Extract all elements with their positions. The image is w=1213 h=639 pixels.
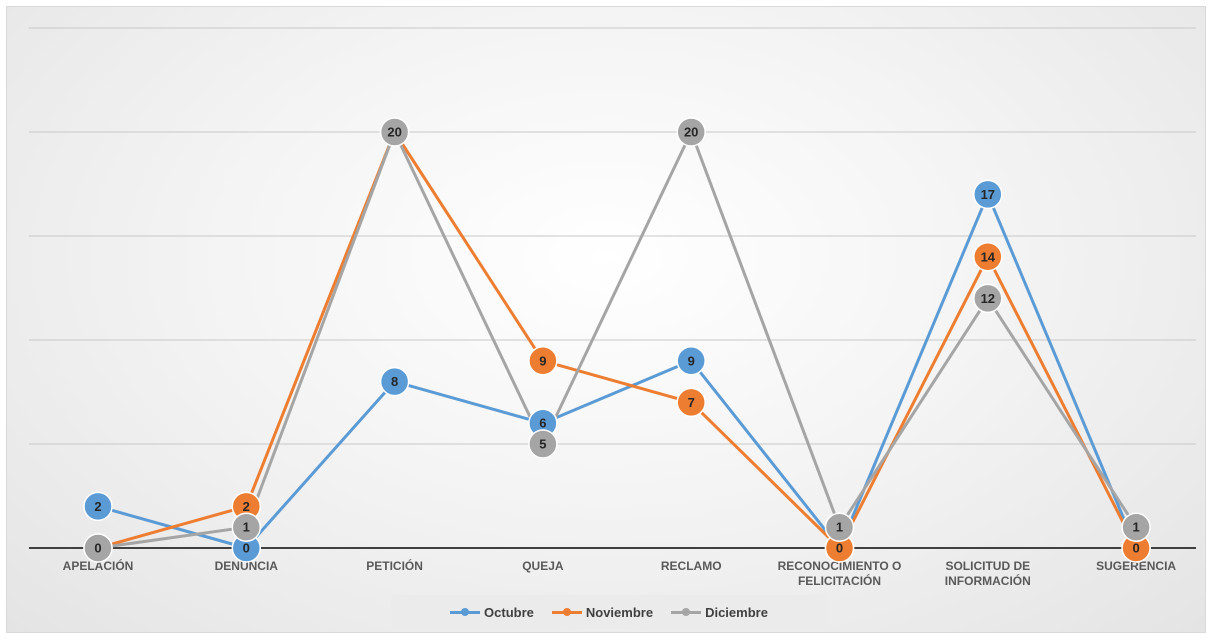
data-point: 20 xyxy=(676,117,706,147)
data-label: 8 xyxy=(391,374,398,389)
point-marker xyxy=(973,179,1003,210)
point-marker xyxy=(676,346,706,376)
data-label: 1 xyxy=(243,520,250,535)
data-point: 14 xyxy=(973,242,1003,272)
series-line-diciembre xyxy=(97,130,1138,550)
category-label: RECONOCIMIENTO O FELICITACIÓN xyxy=(778,559,902,588)
data-label: 7 xyxy=(688,395,695,410)
data-label: 1 xyxy=(836,520,843,535)
point-marker xyxy=(83,533,113,563)
point-marker xyxy=(1121,512,1151,542)
data-label: 0 xyxy=(836,541,843,556)
data-point: 6 xyxy=(528,408,558,438)
legend-item-octubre: Octubre xyxy=(450,605,534,620)
point-marker xyxy=(973,283,1003,314)
data-label: 5 xyxy=(539,437,546,452)
category-axis-labels: APELACIÓN DENUNCIA PETICIÓN QUEJA RECLAMO REC… xyxy=(63,558,1177,588)
point-marker xyxy=(973,242,1003,272)
point-marker xyxy=(83,491,113,522)
legend-swatch-octubre xyxy=(450,606,481,618)
legend-label-noviembre: Noviembre xyxy=(585,604,654,620)
data-point: 9 xyxy=(528,346,558,376)
category-label: RECLAMO xyxy=(661,559,722,573)
data-label: 0 xyxy=(1132,541,1139,556)
point-marker xyxy=(528,346,558,376)
chart-area xyxy=(6,6,1206,633)
data-label: 9 xyxy=(688,353,695,368)
category-label: APELACIÓN xyxy=(63,558,134,573)
data-label: 1 xyxy=(1132,520,1139,535)
data-point: 2 xyxy=(83,491,113,522)
point-marker xyxy=(676,117,706,147)
category-label: DENUNCIA xyxy=(215,559,279,573)
data-point: 0 xyxy=(83,533,113,563)
data-point: 1 xyxy=(231,512,262,542)
category-label: SUGERENCIA xyxy=(1096,559,1176,573)
series-lines xyxy=(97,130,1138,550)
series-line-noviembre xyxy=(97,130,1138,550)
data-label: 2 xyxy=(243,499,250,514)
data-point: 7 xyxy=(676,387,706,418)
category-label: QUEJA xyxy=(522,559,564,573)
legend-item-diciembre: Diciembre xyxy=(671,605,768,620)
data-point: 20 xyxy=(379,117,410,147)
data-point: 9 xyxy=(676,346,706,376)
legend: Octubre Noviembre Diciembre xyxy=(391,595,827,629)
data-point: 8 xyxy=(379,366,410,397)
data-point: 17 xyxy=(973,179,1003,210)
legend-label-octubre: Octubre xyxy=(484,604,534,620)
legend-label-diciembre: Diciembre xyxy=(705,604,768,620)
legend-swatch-diciembre xyxy=(671,606,702,618)
data-label: 2 xyxy=(94,499,101,514)
data-label: 12 xyxy=(981,291,995,306)
data-label: 6 xyxy=(539,416,546,431)
category-label: PETICIÓN xyxy=(366,558,423,573)
data-point: 12 xyxy=(973,283,1003,314)
category-label: SOLICITUD DE INFORMACIÓN xyxy=(945,559,1031,588)
point-marker xyxy=(379,117,410,147)
data-point: 1 xyxy=(1121,512,1151,542)
point-marker xyxy=(528,429,558,459)
data-label: 14 xyxy=(981,249,996,264)
data-label: 0 xyxy=(94,541,101,556)
data-label: 17 xyxy=(981,187,995,202)
data-label: 20 xyxy=(387,125,401,140)
point-marker xyxy=(824,512,855,542)
data-markers: 208690170022097014001205201121 xyxy=(83,117,1151,563)
data-point: 1 xyxy=(824,512,855,542)
data-label: 0 xyxy=(243,541,250,556)
data-point: 5 xyxy=(528,429,558,459)
series-line-octubre xyxy=(97,192,1138,550)
point-marker xyxy=(231,512,262,542)
gridlines xyxy=(29,27,1196,549)
point-marker xyxy=(379,366,410,397)
legend-swatch-noviembre xyxy=(551,606,582,618)
point-marker xyxy=(676,387,706,418)
data-label: 20 xyxy=(684,125,698,140)
data-label: 9 xyxy=(539,353,546,368)
legend-item-noviembre: Noviembre xyxy=(551,604,654,620)
